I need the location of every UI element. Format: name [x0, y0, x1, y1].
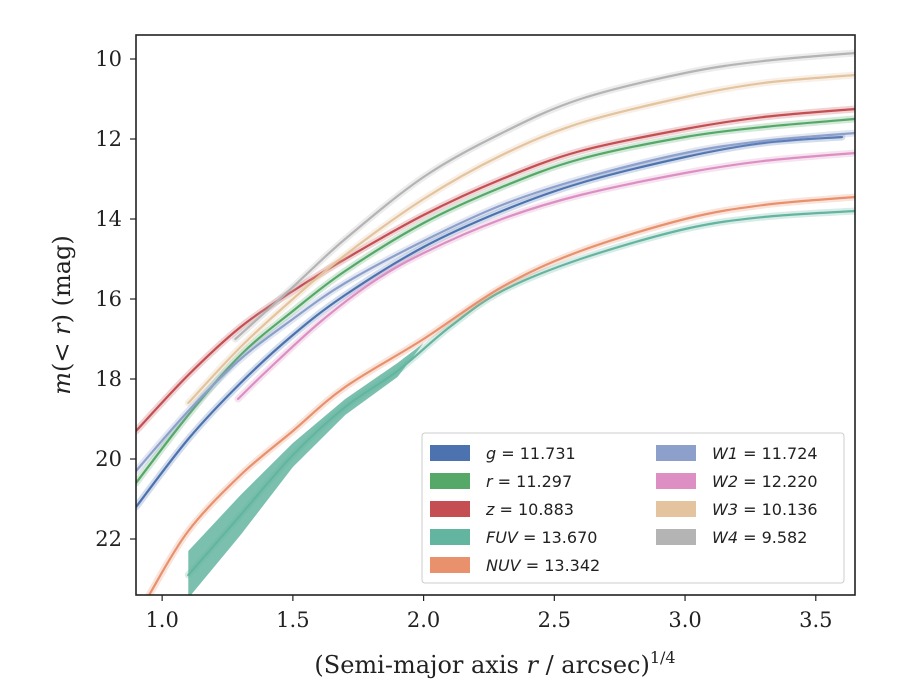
- x-tick-label: 3.0: [668, 608, 701, 632]
- legend-swatch: [430, 529, 470, 545]
- x-tick-label: 2.5: [538, 608, 571, 632]
- x-tick-label: 2.0: [407, 608, 440, 632]
- plot-frame: [135, 34, 856, 596]
- series-w2-line: [236, 151, 855, 401]
- legend-label: W3 = 10.136: [712, 500, 818, 519]
- series-nuv: [145, 193, 855, 595]
- series-z: [136, 105, 855, 435]
- legend-swatch: [656, 473, 696, 489]
- legend-swatch: [430, 501, 470, 517]
- x-tick-label: 1.0: [145, 608, 178, 632]
- y-tick-label: 18: [95, 367, 122, 391]
- y-axis-label: m(< r) (mag): [48, 235, 76, 395]
- legend-swatch: [656, 445, 696, 461]
- x-axis: 1.0 1.5 2.0 2.5 3.0 3.5: [145, 595, 832, 632]
- x-axis-label: (Semi-major axis r / arcsec)1/4: [314, 648, 675, 679]
- legend-label: NUV = 13.342: [486, 556, 600, 575]
- series-r-band: [136, 115, 855, 487]
- y-tick-label: 20: [95, 447, 122, 471]
- series-fuv-area: [188, 343, 424, 595]
- y-tick-label: 16: [95, 287, 122, 311]
- legend-box: [421, 432, 845, 584]
- legend-label: FUV = 13.670: [486, 528, 597, 547]
- y-tick-label: 12: [95, 127, 122, 151]
- series-w4-line: [234, 51, 855, 341]
- series-w2: [234, 149, 855, 403]
- series-w1-line: [136, 131, 855, 473]
- series-w3-line: [187, 73, 855, 405]
- series-r: [136, 115, 855, 487]
- legend-swatch: [430, 557, 470, 573]
- legend-swatch: [430, 473, 470, 489]
- legend-label: W2 = 12.220: [712, 472, 818, 491]
- series-r-line: [136, 117, 855, 485]
- legend-label: g = 11.731: [486, 444, 576, 463]
- legend-swatch: [430, 445, 470, 461]
- x-tick-label: 3.5: [799, 608, 832, 632]
- legend-label: W4 = 9.582: [712, 528, 807, 547]
- series-g: [136, 133, 846, 511]
- y-axis: 10 12 14 16 18 20 22: [95, 47, 136, 551]
- x-tick-label: 1.5: [276, 608, 309, 632]
- legend-label: W1 = 11.724: [712, 444, 818, 463]
- legend-swatch: [656, 501, 696, 517]
- series-w3: [184, 71, 855, 407]
- legend-label: z = 10.883: [485, 500, 574, 519]
- legend-label: r = 11.297: [486, 472, 572, 491]
- legend: g = 11.731 r = 11.297 z = 10.883 FUV = 13.6…: [421, 432, 845, 584]
- y-tick-label: 22: [95, 527, 122, 551]
- series-layer: [136, 49, 855, 595]
- series-w1: [136, 129, 855, 475]
- y-tick-label: 14: [95, 207, 122, 231]
- series-z-line: [136, 107, 855, 433]
- series-g-line: [136, 135, 843, 509]
- series-nuv-line: [148, 195, 855, 595]
- legend-swatch: [656, 529, 696, 545]
- y-tick-label: 10: [95, 47, 122, 71]
- series-w4: [231, 49, 855, 343]
